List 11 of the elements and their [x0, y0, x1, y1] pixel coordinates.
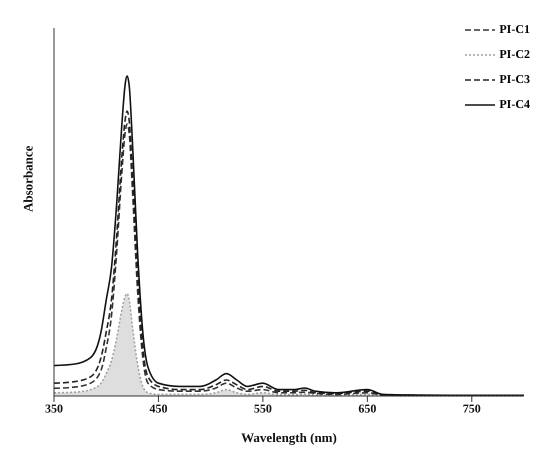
legend-label: PI-C4 — [499, 97, 530, 112]
y-axis-title: Absorbance — [20, 145, 36, 212]
legend-label: PI-C3 — [499, 72, 530, 87]
legend-label: PI-C2 — [499, 47, 530, 62]
x-axis-title: Wavelength (nm) — [241, 430, 337, 445]
x-tick-label: 550 — [254, 402, 272, 416]
x-tick-label: 350 — [45, 402, 63, 416]
x-tick-label: 750 — [462, 402, 481, 416]
legend-label: PI-C1 — [499, 22, 530, 37]
x-tick-label: 450 — [149, 402, 168, 416]
x-tick-label: 650 — [358, 402, 376, 416]
